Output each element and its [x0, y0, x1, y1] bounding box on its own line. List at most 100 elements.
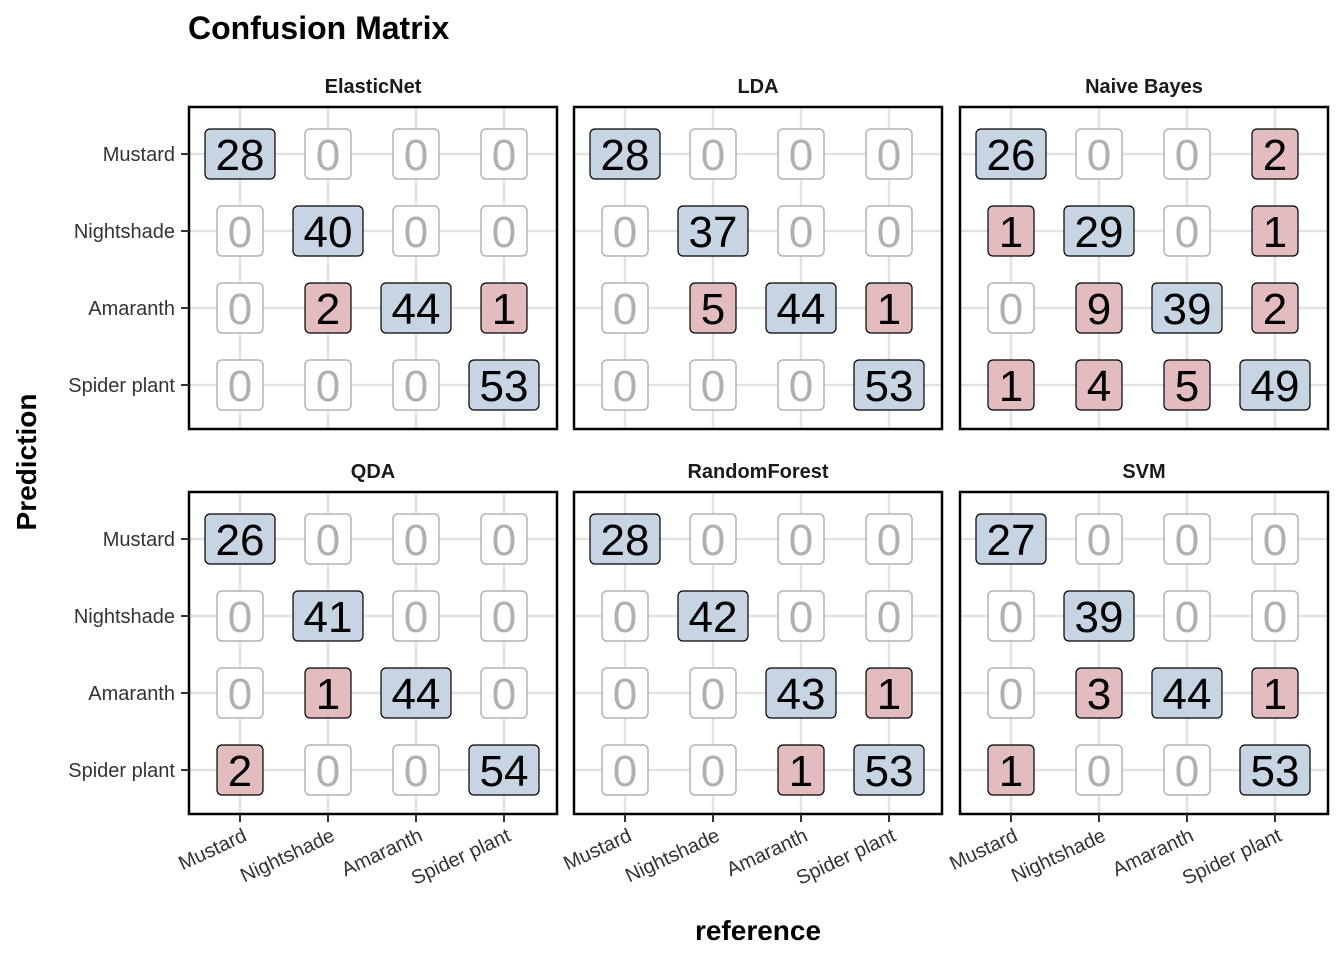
- cell-box: [987, 359, 1035, 411]
- cell-box: [601, 282, 649, 334]
- cell-value: 28: [216, 131, 265, 180]
- cell-value: 0: [613, 208, 637, 257]
- matrix-cell: 1: [987, 205, 1035, 257]
- cell-box: [380, 282, 452, 334]
- matrix-cell: 44: [1151, 667, 1223, 719]
- cell-box: [589, 513, 661, 565]
- cell-box: [601, 744, 649, 796]
- matrix-cell: 0: [1251, 513, 1299, 565]
- x-tick-label: Nightshade: [1008, 825, 1109, 888]
- cell-value: 0: [1087, 747, 1111, 796]
- cell-box: [865, 282, 913, 334]
- cell-box: [1163, 128, 1211, 180]
- panel-title: Naive Bayes: [1085, 76, 1203, 98]
- cell-value: 44: [1163, 670, 1212, 719]
- cell-box: [392, 128, 440, 180]
- matrix-cell: 0: [216, 205, 264, 257]
- y-tick-label: Amaranth: [88, 683, 175, 705]
- cell-value: 0: [492, 593, 516, 642]
- cell-box: [987, 667, 1035, 719]
- matrix-cell: 28: [589, 128, 661, 180]
- matrix-cell: 0: [689, 359, 737, 411]
- cell-value: 0: [1263, 516, 1287, 565]
- cell-value: 0: [789, 131, 813, 180]
- cell-box: [689, 128, 737, 180]
- matrix-cell: 1: [987, 359, 1035, 411]
- cell-box: [689, 359, 737, 411]
- panel-border: [572, 105, 944, 431]
- cell-value: 0: [877, 208, 901, 257]
- cell-value: 0: [999, 593, 1023, 642]
- cell-box: [777, 744, 825, 796]
- matrix-cell: 3: [1075, 667, 1123, 719]
- cell-box: [975, 128, 1047, 180]
- cell-box: [677, 205, 749, 257]
- cell-value: 39: [1075, 593, 1124, 642]
- cell-value: 0: [701, 747, 725, 796]
- matrix-cell: 9: [1075, 282, 1123, 334]
- cell-box: [380, 667, 452, 719]
- cell-value: 37: [689, 208, 738, 257]
- cell-value: 44: [392, 670, 441, 719]
- cell-box: [216, 282, 264, 334]
- matrix-cell: 1: [777, 744, 825, 796]
- y-tick-label: Nightshade: [74, 606, 175, 628]
- cell-box: [777, 205, 825, 257]
- cell-box: [777, 513, 825, 565]
- cell-box: [1251, 128, 1299, 180]
- matrix-cell: 44: [380, 282, 452, 334]
- cell-value: 5: [701, 285, 725, 334]
- cell-value: 0: [701, 362, 725, 411]
- cell-box: [392, 513, 440, 565]
- cell-value: 43: [777, 670, 826, 719]
- cell-box: [1251, 205, 1299, 257]
- matrix-cell: 0: [304, 359, 352, 411]
- panel-border: [187, 490, 559, 816]
- cell-box: [216, 205, 264, 257]
- cell-value: 0: [789, 593, 813, 642]
- matrix-cell: 28: [589, 513, 661, 565]
- cell-value: 42: [689, 593, 738, 642]
- cell-value: 0: [228, 362, 252, 411]
- cell-box: [1239, 744, 1311, 796]
- cell-value: 0: [404, 747, 428, 796]
- cell-value: 0: [999, 285, 1023, 334]
- panel-border: [187, 105, 559, 431]
- cell-box: [1075, 128, 1123, 180]
- cell-value: 28: [601, 131, 650, 180]
- cell-box: [216, 359, 264, 411]
- panel-naive-bayes: Naive Bayes 26 0 0 2 1 29 0 1 0 9 39 2 1 4 5 49: [958, 76, 1330, 431]
- cell-value: 5: [1175, 362, 1199, 411]
- y-axis-label: Prediction: [11, 394, 42, 531]
- cell-box: [865, 128, 913, 180]
- cell-box: [480, 128, 528, 180]
- cell-box: [304, 513, 352, 565]
- matrix-cell: 0: [480, 128, 528, 180]
- y-tick-label: Spider plant: [68, 760, 175, 782]
- matrix-cell: 44: [765, 282, 837, 334]
- cell-box: [204, 128, 276, 180]
- matrix-cell: 0: [216, 590, 264, 642]
- cell-box: [865, 205, 913, 257]
- cell-value: 0: [1087, 131, 1111, 180]
- matrix-cell: 0: [304, 744, 352, 796]
- matrix-cell: 0: [1075, 128, 1123, 180]
- cell-box: [480, 282, 528, 334]
- cell-box: [853, 744, 925, 796]
- cell-value: 53: [1251, 747, 1300, 796]
- cell-box: [987, 744, 1035, 796]
- matrix-cell: 2: [1251, 282, 1299, 334]
- chart-title: Confusion Matrix: [188, 10, 450, 46]
- cell-value: 2: [228, 747, 252, 796]
- y-tick-label: Spider plant: [68, 375, 175, 397]
- matrix-cell: 1: [1251, 205, 1299, 257]
- cell-value: 0: [701, 516, 725, 565]
- cell-box: [1251, 590, 1299, 642]
- matrix-cell: 0: [392, 359, 440, 411]
- cell-box: [480, 667, 528, 719]
- panel-title: RandomForest: [687, 461, 828, 483]
- matrix-cell: 53: [853, 744, 925, 796]
- matrix-cell: 0: [601, 205, 649, 257]
